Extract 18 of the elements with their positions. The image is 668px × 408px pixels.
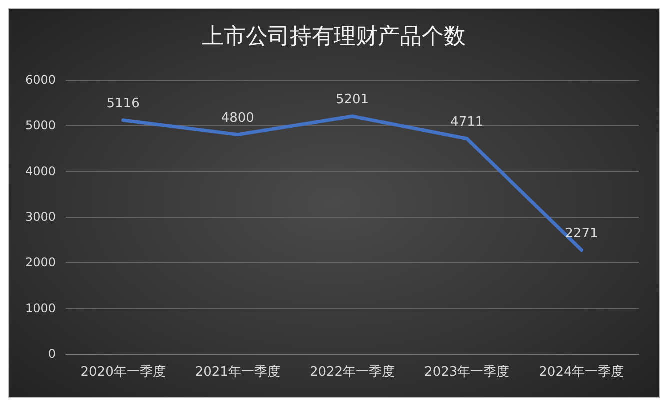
y-tick-label: 2000 bbox=[25, 256, 56, 270]
y-tick-label: 6000 bbox=[25, 73, 56, 87]
x-tick-label: 2020年一季度 bbox=[80, 364, 166, 380]
y-tick-label: 1000 bbox=[25, 301, 56, 316]
x-tick-label: 2023年一季度 bbox=[424, 364, 510, 380]
data-label: 4800 bbox=[221, 110, 254, 126]
y-tick-label: 4000 bbox=[25, 164, 56, 178]
x-tick-label: 2021年一季度 bbox=[195, 364, 280, 380]
x-tick-label: 2024年一季度 bbox=[539, 364, 624, 380]
chart-title: 上市公司持有理财产品个数 bbox=[202, 24, 466, 50]
y-tick-label: 0 bbox=[48, 347, 56, 361]
y-tick-label: 3000 bbox=[25, 210, 56, 224]
data-label: 2271 bbox=[565, 226, 598, 242]
x-tick-label: 2022年一季度 bbox=[310, 364, 396, 380]
y-tick-label: 5000 bbox=[25, 118, 56, 133]
data-label: 5116 bbox=[106, 96, 140, 112]
data-label: 5201 bbox=[336, 92, 370, 108]
data-label: 4711 bbox=[450, 114, 484, 130]
